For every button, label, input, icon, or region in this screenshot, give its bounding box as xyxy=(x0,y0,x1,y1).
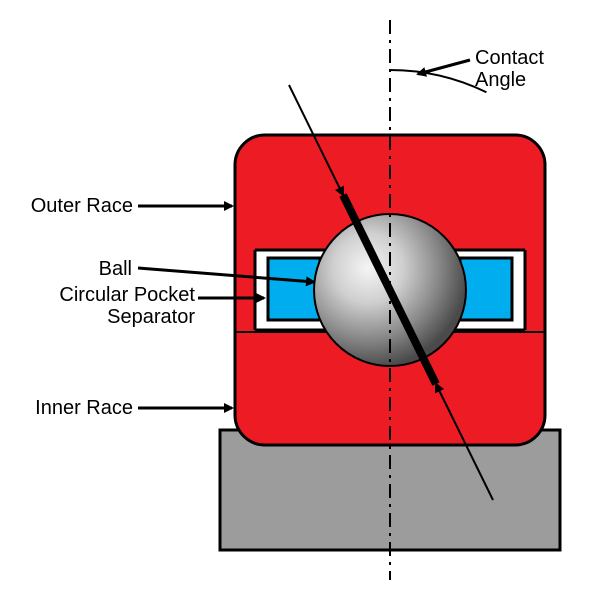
label-separator-l2: Separator xyxy=(107,306,195,328)
label-separator-l1: Circular Pocket xyxy=(59,284,195,306)
separator-1 xyxy=(460,258,512,320)
label-ball: Ball xyxy=(80,258,132,280)
label-inner-race: Inner Race xyxy=(18,397,133,419)
label-separator: Circular Pocket Separator xyxy=(0,284,195,328)
separator-0 xyxy=(268,258,320,320)
label-contact-angle-l2: Angle xyxy=(475,69,526,91)
arrow-contact_angle_leader xyxy=(418,60,470,74)
angle-arc xyxy=(390,70,486,92)
label-contact-angle: Contact Angle xyxy=(475,47,544,91)
label-outer-race: Outer Race xyxy=(18,195,133,217)
label-contact-angle-l1: Contact xyxy=(475,47,544,69)
